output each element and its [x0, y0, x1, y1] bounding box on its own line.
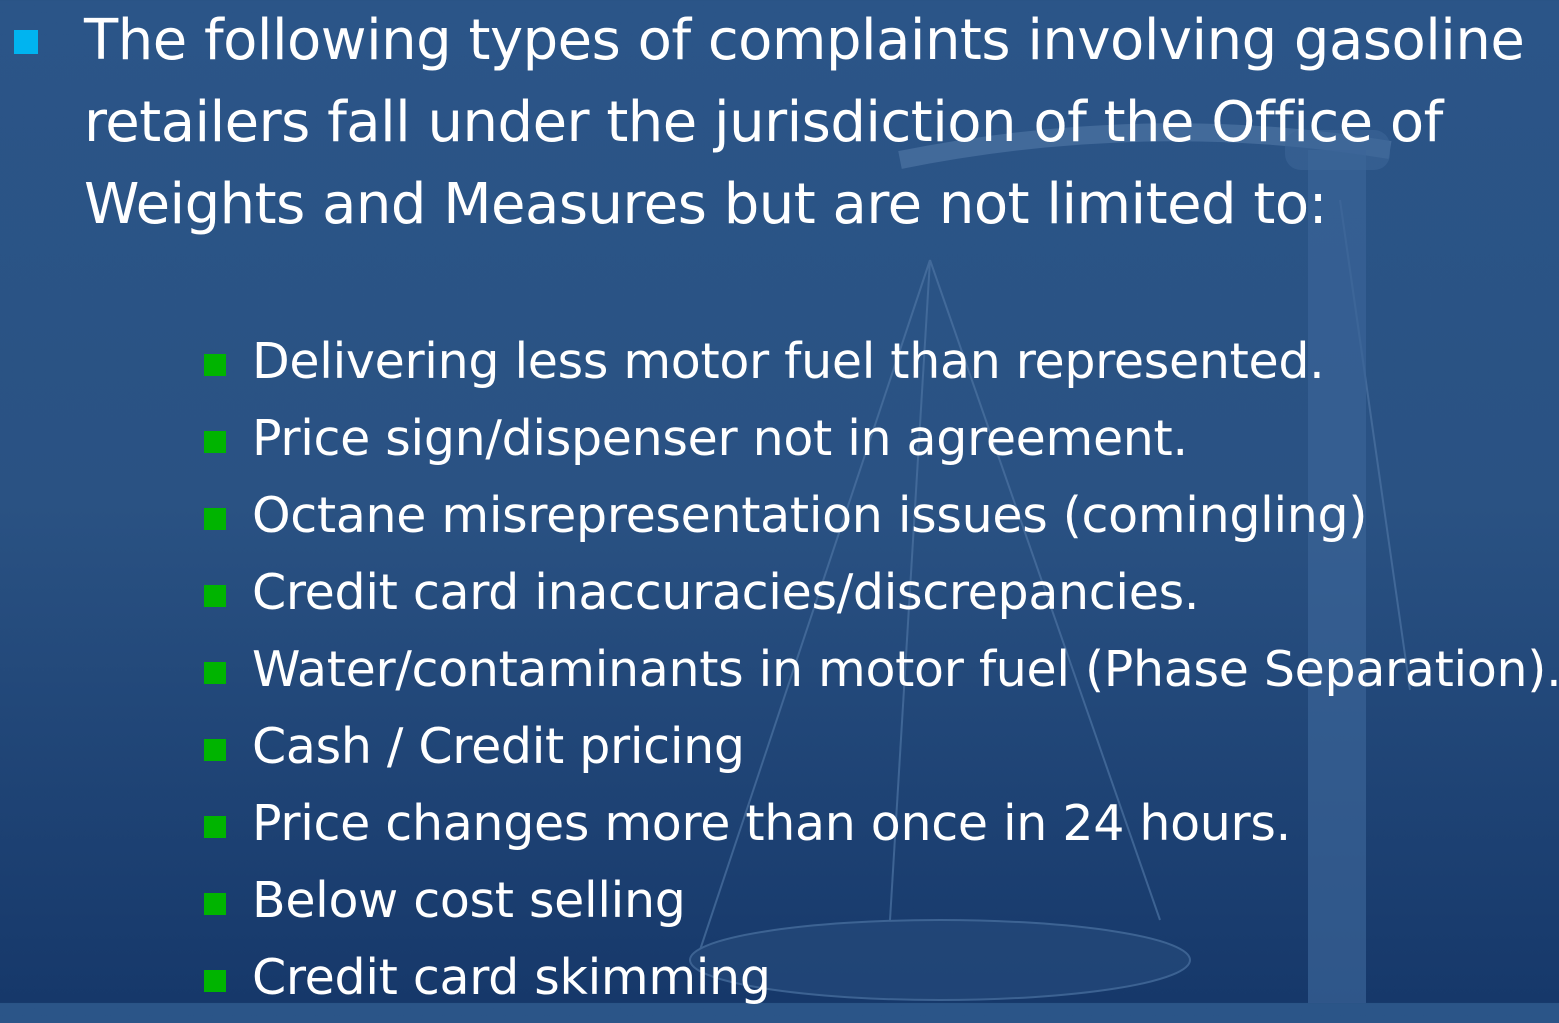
- list-item: Delivering less motor fuel than represen…: [204, 330, 1559, 407]
- complaint-list: Delivering less motor fuel than represen…: [204, 330, 1559, 1023]
- list-item: Water/contaminants in motor fuel (Phase …: [204, 638, 1559, 715]
- list-item: Price sign/dispenser not in agreement.: [204, 407, 1559, 484]
- list-item: Cash / Credit pricing: [204, 715, 1559, 792]
- intro-text: The following types of complaints involv…: [84, 0, 1554, 246]
- slide: The following types of complaints involv…: [0, 0, 1559, 1003]
- bullet: [14, 30, 38, 54]
- list-item: Credit card skimming: [204, 946, 1559, 1023]
- list-item: Credit card inaccuracies/discrepancies.: [204, 561, 1559, 638]
- list-item: Below cost selling: [204, 869, 1559, 946]
- list-item: Octane misrepresentation issues (comingl…: [204, 484, 1559, 561]
- list-item: Price changes more than once in 24 hours…: [204, 792, 1559, 869]
